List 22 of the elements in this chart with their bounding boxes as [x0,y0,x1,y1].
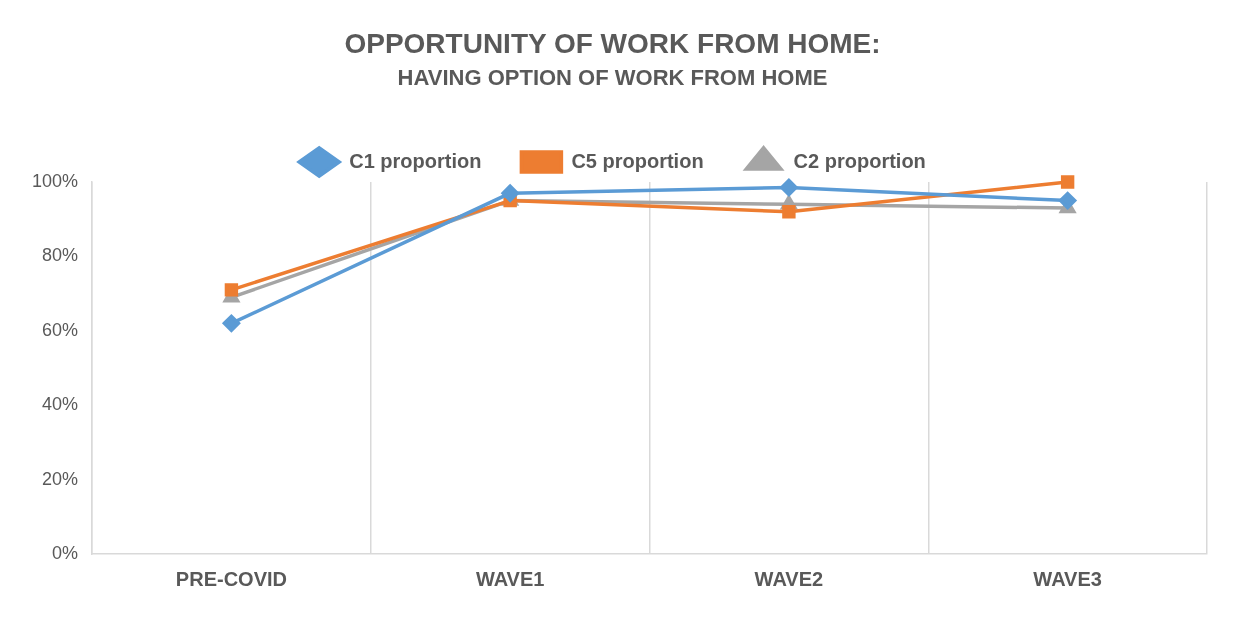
chart-subtitle: HAVING OPTION OF WORK FROM HOME [397,64,828,90]
legend-label: C1 proportion [349,149,482,172]
point [1058,191,1077,210]
y-tick-label: 40% [42,394,79,415]
x-tick-label: WAVE2 [754,567,824,590]
point [222,314,241,333]
y-tick-label: 60% [42,319,79,340]
x-tick-label: WAVE3 [1033,567,1102,590]
y-tick-label: 100% [31,170,79,191]
point [501,184,519,202]
x-tick-label: WAVE1 [475,567,545,590]
point [780,178,798,197]
legend-label: C5 proportion [571,149,704,172]
y-tick-label: 20% [42,468,79,489]
chart-title: OPPORTUNITY OF WORK FROM HOME: [344,27,881,59]
point [224,283,239,297]
point [1060,175,1075,189]
legend-label: C2 proportion [793,149,926,172]
point [782,205,796,219]
y-tick-label: 80% [42,245,79,266]
y-tick-label: 0% [52,542,79,563]
x-tick-label: PRE-COVID [175,567,287,590]
